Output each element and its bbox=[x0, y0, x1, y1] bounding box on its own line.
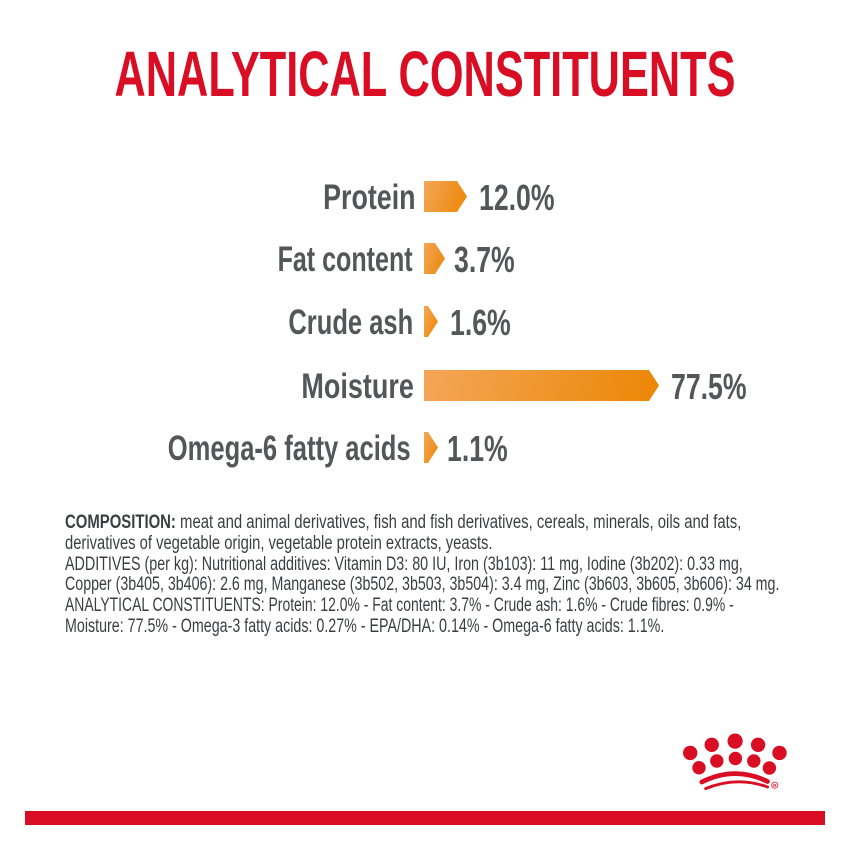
svg-text:R: R bbox=[773, 783, 777, 788]
